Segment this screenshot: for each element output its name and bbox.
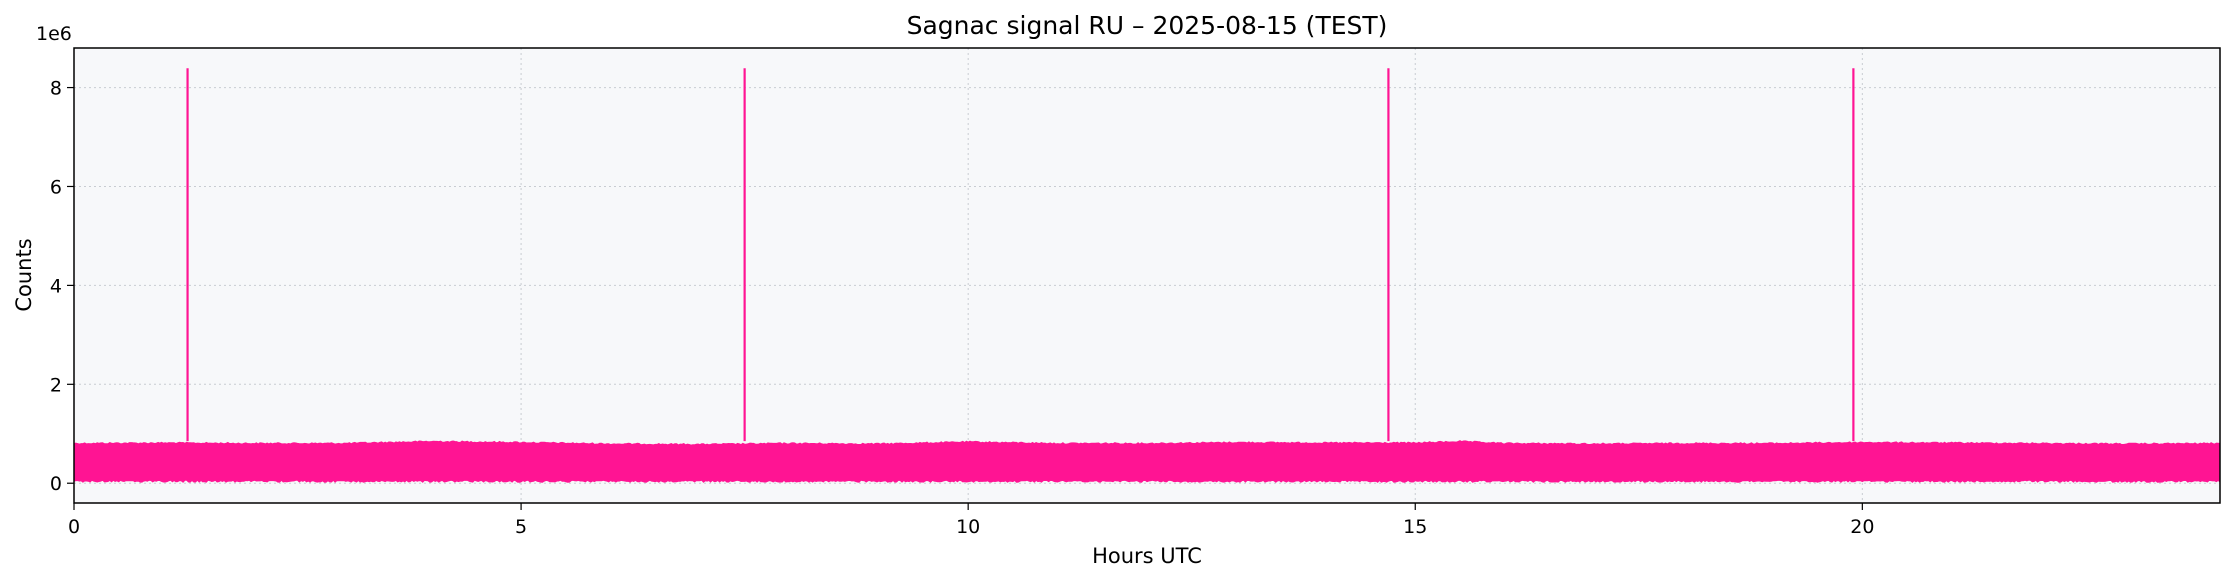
y-axis: 0 2 4 6 8 [50,78,74,495]
y-tick-label-0: 0 [50,473,62,495]
y-axis-label: Counts [12,238,36,311]
chart-title: Sagnac signal RU – 2025-08-15 (TEST) [907,11,1388,40]
x-tick-label-4: 20 [1850,516,1874,538]
x-axis-label: Hours UTC [1092,544,1202,568]
x-tick-label-1: 5 [515,516,527,538]
x-axis: 0 5 10 15 20 [68,503,1874,538]
x-tick-label-2: 10 [956,516,980,538]
x-tick-label-0: 0 [68,516,80,538]
series-0-noise-band [73,440,2221,484]
y-tick-label-3: 6 [50,176,62,198]
y-tick-label-2: 4 [50,275,62,297]
y-tick-label-4: 8 [50,78,62,100]
plot-frame [73,47,2221,504]
grid [74,48,2220,503]
y-tick-label-1: 2 [50,374,62,396]
plot-area [74,48,2220,503]
y-offset-label: 1e6 [36,23,72,45]
x-tick-label-3: 15 [1403,516,1427,538]
series-layer [73,68,2221,484]
